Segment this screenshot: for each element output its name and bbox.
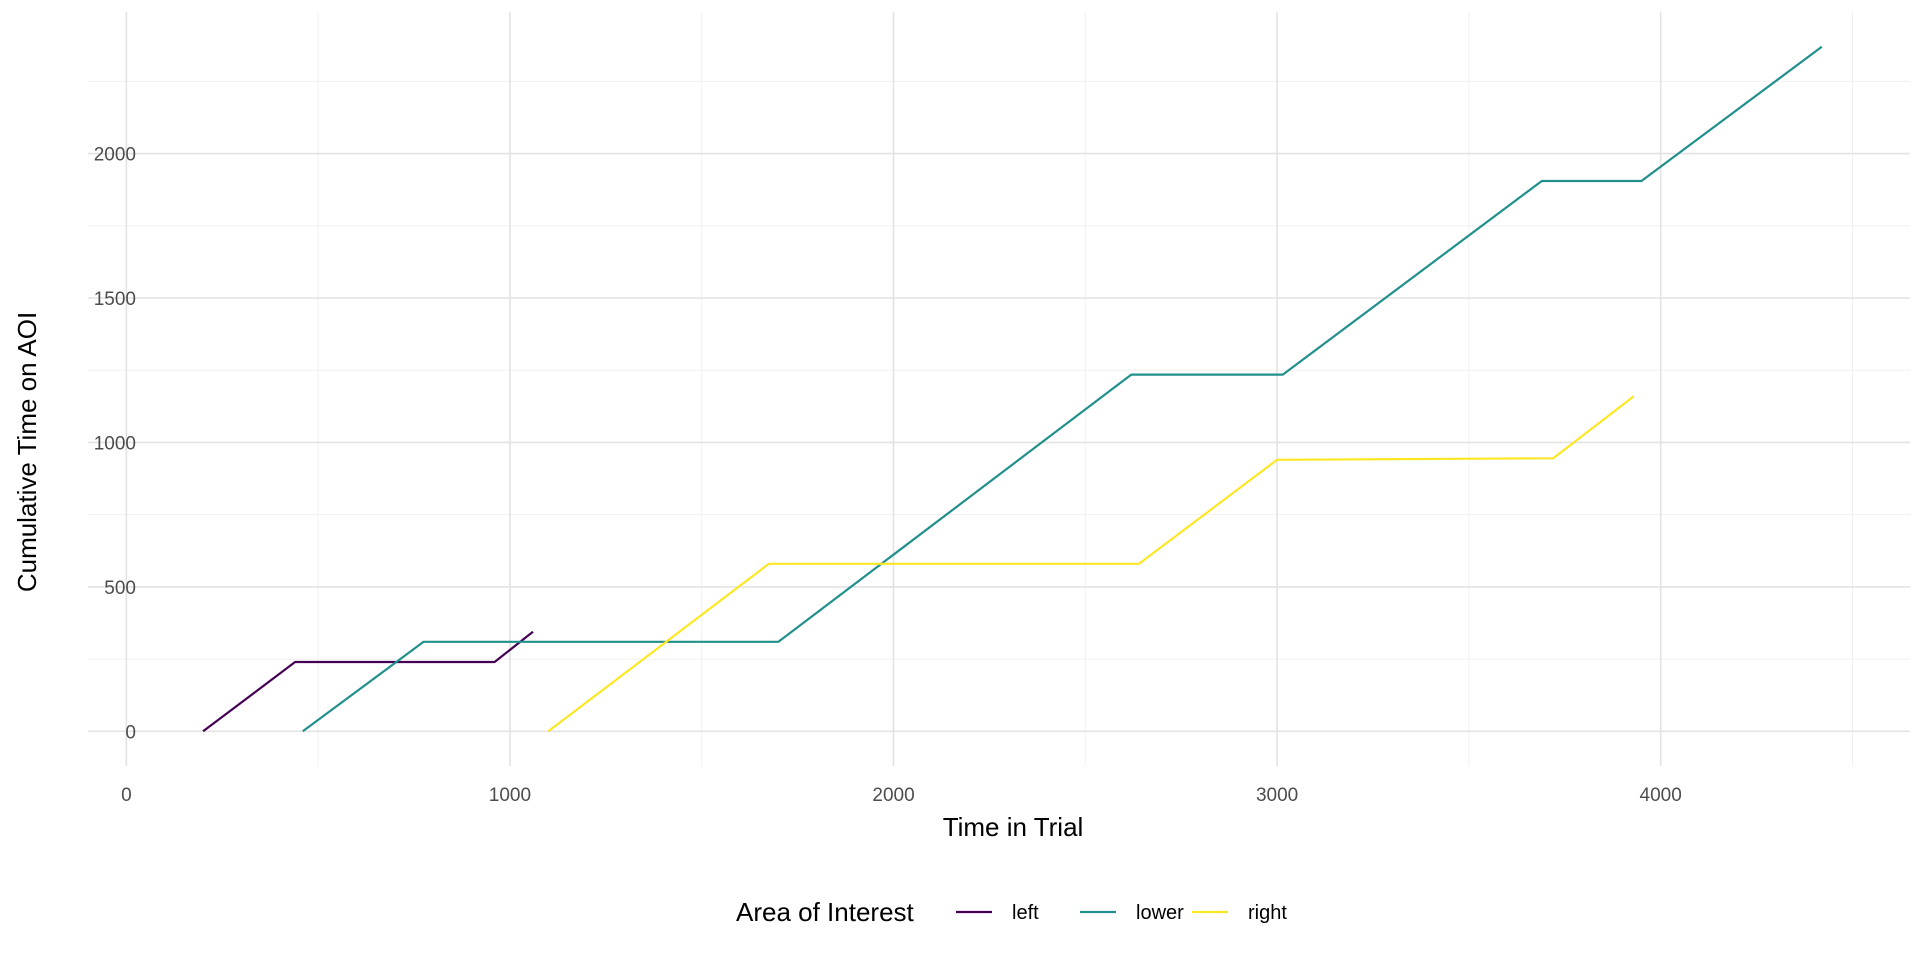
legend: Area of Interest left lower right <box>736 897 1287 927</box>
legend-label-lower: lower <box>1136 902 1184 924</box>
y-tick-label: 0 <box>125 722 136 743</box>
x-tick-label: 1000 <box>489 785 531 806</box>
series-line-lower <box>302 45 1823 733</box>
legend-items: left lower right <box>956 902 1287 924</box>
x-tick-label: 2000 <box>872 785 914 806</box>
y-tick-label: 1000 <box>94 433 136 454</box>
y-axis-title: Cumulative Time on AOI <box>12 312 42 592</box>
legend-label-left: left <box>1012 902 1039 924</box>
legend-title: Area of Interest <box>736 897 915 927</box>
legend-label-right: right <box>1248 902 1287 924</box>
major-gridlines <box>88 12 1910 766</box>
y-tick-label: 1500 <box>94 289 136 310</box>
y-tick-label: 500 <box>104 578 136 599</box>
x-tick-label: 4000 <box>1640 785 1682 806</box>
y-axis-tick-labels: 0 500 1000 1500 2000 <box>94 145 136 744</box>
series-line-right <box>547 395 1635 733</box>
series-lines <box>202 45 1823 733</box>
y-tick-label: 2000 <box>94 145 136 166</box>
minor-gridlines <box>88 12 1910 766</box>
x-axis-tick-labels: 0 1000 2000 3000 4000 <box>121 785 1682 806</box>
x-axis-title: Time in Trial <box>943 812 1084 842</box>
x-tick-label: 3000 <box>1256 785 1298 806</box>
x-tick-label: 0 <box>121 785 132 806</box>
series-line-left <box>202 630 534 733</box>
